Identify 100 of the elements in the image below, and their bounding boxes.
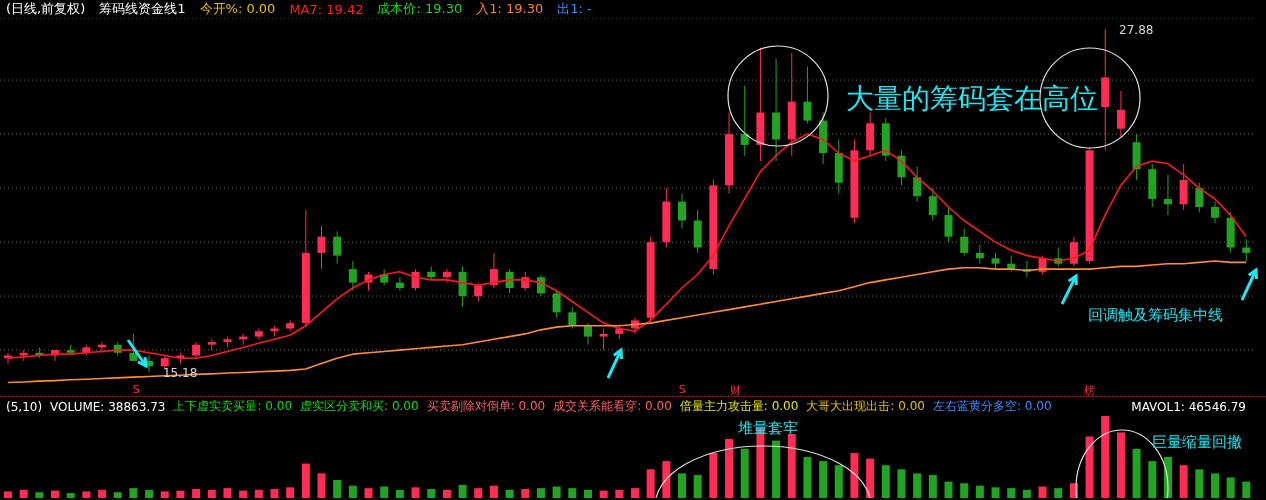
candlestick <box>333 230 342 265</box>
bar <box>348 485 357 498</box>
bar <box>913 473 922 498</box>
candlestick <box>395 276 404 292</box>
bar <box>129 488 138 498</box>
bar <box>834 465 843 498</box>
text: 入1: 19.30 <box>476 0 544 18</box>
candlestick <box>1163 174 1172 216</box>
text: MA7: 19.42 <box>289 1 364 17</box>
bar <box>1179 465 1188 498</box>
candlestick <box>129 333 138 362</box>
bar <box>819 461 828 498</box>
bar <box>787 434 796 498</box>
candlestick <box>960 228 969 257</box>
candlestick <box>1242 238 1251 262</box>
candlestick <box>442 268 451 284</box>
candlestick <box>317 225 326 270</box>
bar <box>536 488 545 498</box>
bar <box>489 485 498 498</box>
bar <box>709 452 718 498</box>
bar <box>474 488 483 498</box>
bar <box>380 486 389 498</box>
bar <box>1101 416 1110 498</box>
bar <box>160 491 169 498</box>
annotation: 财 <box>730 383 741 398</box>
text: 虚实区分卖和买: 0.00 <box>300 398 419 415</box>
bar <box>286 487 295 498</box>
candlestick <box>740 85 749 157</box>
text: (5,10) <box>6 399 43 414</box>
bar <box>270 488 279 498</box>
bar <box>192 488 201 498</box>
bar <box>599 490 608 498</box>
bar <box>803 457 812 498</box>
bar <box>678 473 687 498</box>
bar <box>442 489 451 498</box>
bar <box>19 489 28 498</box>
annotation: 堆量套牢 <box>738 419 798 438</box>
bar <box>176 490 185 498</box>
bar <box>395 489 404 498</box>
bar <box>333 479 342 498</box>
bar <box>1038 486 1047 498</box>
text: 左右蓝黄分多空: 0.00 <box>932 398 1052 415</box>
candlestick <box>568 306 577 329</box>
bar <box>239 490 248 498</box>
bar <box>82 491 91 498</box>
text: 买卖剔除对倒单: 0.00 <box>426 398 546 415</box>
bar <box>1226 477 1235 498</box>
text: 成交关系能看穿: 0.00 <box>553 398 672 415</box>
bar <box>693 475 702 498</box>
bar <box>552 486 561 498</box>
bar <box>113 492 122 498</box>
bar <box>1210 473 1219 498</box>
bar <box>725 438 734 498</box>
text: 成本价: 19.30 <box>377 0 463 18</box>
candlestick <box>803 66 812 124</box>
bar <box>505 489 514 498</box>
bar <box>1242 481 1251 498</box>
bar <box>960 483 969 498</box>
bar <box>1116 432 1125 498</box>
bar <box>411 487 420 498</box>
bar <box>1007 488 1016 498</box>
bar <box>1054 488 1063 498</box>
bar <box>1148 461 1157 498</box>
bar <box>646 469 655 498</box>
candlestick <box>1210 201 1219 224</box>
bar <box>928 475 937 498</box>
text: 今开%: 0.00 <box>199 0 276 18</box>
candlestick <box>1069 236 1078 267</box>
annotation: 榜 <box>1084 383 1096 398</box>
bar <box>51 490 60 498</box>
bar <box>458 484 467 498</box>
bar <box>35 492 44 498</box>
bar <box>301 463 310 498</box>
candlestick <box>583 322 592 346</box>
bar <box>662 461 671 498</box>
bar <box>631 488 639 498</box>
bar <box>850 452 859 498</box>
bar <box>615 489 624 498</box>
annotation: 巨量缩量回撤 <box>1152 433 1242 452</box>
candlestick <box>975 244 984 265</box>
candlestick <box>928 187 937 221</box>
candlestick <box>348 260 357 292</box>
bar <box>568 488 577 498</box>
text: 筹码线资金线1 <box>99 0 186 18</box>
bar <box>991 487 1000 498</box>
candlestick <box>474 282 483 302</box>
bar <box>975 485 984 498</box>
bar <box>583 489 592 498</box>
candlestick <box>678 193 687 230</box>
bar <box>881 465 890 498</box>
bar <box>866 458 875 498</box>
bar <box>4 491 12 498</box>
annotation: S <box>132 383 140 396</box>
bar <box>772 440 781 498</box>
bar <box>145 489 154 498</box>
annotation: S <box>678 383 686 396</box>
bar <box>317 473 326 498</box>
text: 上下虚实卖买量: 0.00 <box>173 398 293 415</box>
bar <box>427 488 436 498</box>
bar <box>98 489 107 498</box>
